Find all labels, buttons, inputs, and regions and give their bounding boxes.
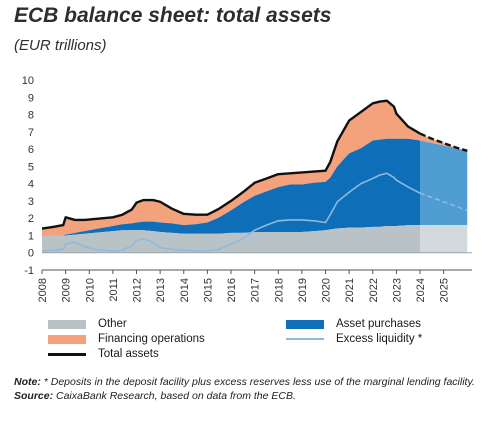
x-tick-label: 2012: [132, 278, 144, 302]
x-tick-label: 2011: [108, 278, 120, 302]
x-tick-label: 2024: [415, 278, 427, 302]
chart-subtitle: (EUR trillions): [14, 37, 107, 54]
x-tick-label: 2022: [368, 278, 380, 302]
x-tick-label: 2017: [250, 278, 262, 302]
x-tick-label: 2008: [37, 278, 49, 302]
source-label: Source:: [14, 389, 54, 402]
x-tick-label: 2018: [273, 278, 285, 302]
y-tick-label: 4: [28, 179, 34, 191]
legend-label-other: Other: [98, 318, 127, 330]
y-tick-label: 2: [28, 213, 34, 225]
y-tick-label: 3: [28, 196, 34, 208]
legend-swatch-asset-purchases: [286, 319, 324, 329]
legend-label-total: Total assets: [98, 348, 159, 360]
chart-title: ECB balance sheet: total assets: [14, 4, 332, 27]
y-tick-label: -1: [24, 265, 34, 277]
legend-label-excess-liquidity: Excess liquidity *: [336, 333, 423, 345]
area-other: [42, 225, 421, 253]
y-tick-label: 10: [22, 75, 34, 87]
series-excess-liquidity: [41, 172, 421, 252]
x-tick-label: 2009: [61, 278, 73, 302]
y-tick-label: 7: [28, 127, 34, 139]
y-tick-label: 5: [28, 161, 34, 173]
area-asset-purchases-forecast: [420, 140, 468, 226]
notes: Note: * Deposits in the deposit facility…: [14, 376, 494, 403]
x-tick-label: 2025: [439, 278, 451, 302]
note-line: Note: * Deposits in the deposit facility…: [14, 376, 494, 390]
legend: Other Financing operations Total assets …: [48, 318, 478, 362]
legend-label-financing: Financing operations: [98, 333, 205, 345]
x-tick-label: 2010: [84, 278, 96, 302]
source-text: CaixaBank Research, based on data from t…: [53, 389, 296, 402]
legend-item-financing: Financing operations: [48, 333, 205, 345]
area-asset-purchases: [42, 138, 421, 236]
y-tick-label: 1: [28, 230, 34, 242]
legend-item-total: Total assets: [48, 348, 159, 360]
x-tick-label: 2013: [155, 278, 167, 302]
y-tick-label: 0: [28, 248, 34, 260]
x-tick-label: 2023: [391, 278, 403, 302]
source-line: Source: CaixaBank Research, based on dat…: [14, 390, 494, 404]
legend-label-asset-purchases: Asset purchases: [336, 318, 422, 330]
area-other-forecast: [420, 225, 468, 253]
x-tick-label: 2014: [179, 278, 191, 302]
note-label: Note:: [14, 376, 41, 388]
legend-item-asset-purchases: Asset purchases: [286, 318, 421, 330]
series-total-assets: [41, 99, 421, 230]
legend-swatch-excess-liquidity: [286, 338, 324, 340]
x-tick-label: 2015: [202, 278, 214, 302]
y-tick-label: 9: [28, 92, 34, 104]
series-excess-liquidity-forecast: [419, 192, 468, 212]
legend-swatch-total: [48, 352, 86, 356]
note-text: * Deposits in the deposit facility plus …: [40, 376, 475, 388]
legend-swatch-other: [48, 319, 86, 329]
legend-swatch-financing: [48, 334, 86, 344]
chart-svg: -1 0 1 2 3 4 5 6 7 8 9 10 2008 2009 2010 2011 2012 2013 20…: [22, 75, 472, 302]
y-tick-label: 8: [28, 110, 34, 122]
legend-item-other: Other: [48, 318, 127, 330]
x-tick-label: 2019: [297, 278, 309, 302]
legend-item-excess-liquidity: Excess liquidity *: [286, 333, 422, 345]
x-tick-label: 2016: [226, 278, 238, 302]
x-tick-label: 2020: [321, 278, 333, 302]
area-financing: [42, 100, 468, 236]
x-tick-label: 2021: [344, 278, 356, 302]
y-tick-label: 6: [28, 144, 34, 156]
